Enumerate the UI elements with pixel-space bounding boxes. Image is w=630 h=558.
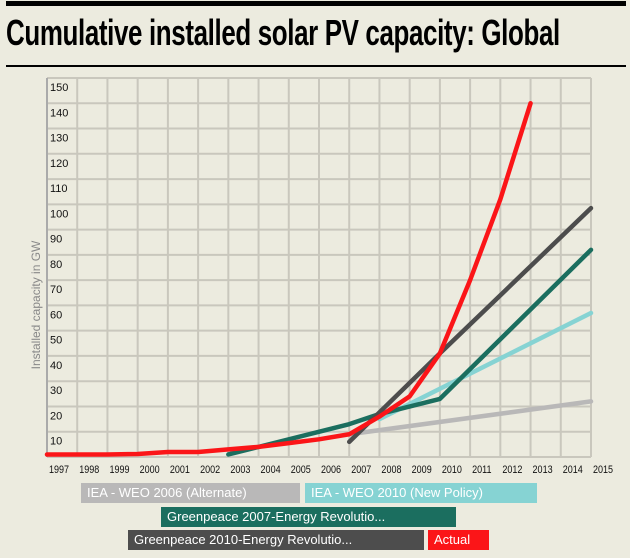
line-chart: 1997 1998 1999 2000 2001 2002 2003 2004 2005 2006… xyxy=(29,77,613,476)
x-tick-label: 2003 xyxy=(230,464,250,476)
y-tick-label: 30 xyxy=(50,385,62,397)
series-line-4 xyxy=(44,101,533,457)
y-tick-label: 10 xyxy=(50,436,62,448)
x-tick-label: 2010 xyxy=(442,464,462,476)
y-tick-label: 40 xyxy=(50,360,62,372)
y-tick-label: 120 xyxy=(50,158,68,170)
x-tick-label: 2014 xyxy=(563,464,583,476)
legend-item[interactable]: IEA - WEO 2006 (Alternate) xyxy=(81,483,300,503)
x-tick-label: 1998 xyxy=(79,464,99,476)
x-tick-label: 1997 xyxy=(49,464,69,476)
x-tick-label: 2007 xyxy=(351,464,371,476)
y-tick-label: 100 xyxy=(50,208,68,220)
x-tick-label: 2009 xyxy=(412,464,432,476)
x-tick-label: 2001 xyxy=(170,464,190,476)
x-tick-label: 2000 xyxy=(140,464,160,476)
series-line-1 xyxy=(377,310,594,422)
legend-item[interactable]: IEA - WEO 2010 (New Policy) xyxy=(305,483,537,503)
y-tick-label: 50 xyxy=(50,335,62,347)
x-tick-label: 2012 xyxy=(502,464,522,476)
x-tick-label: 2011 xyxy=(472,464,492,476)
y-tick-label: 140 xyxy=(50,107,68,119)
chart-title: Cumulative installed solar PV capacity: … xyxy=(6,12,560,53)
y-tick-label: 150 xyxy=(50,82,68,94)
y-tick-label: 80 xyxy=(50,259,62,271)
x-tick-label: 2004 xyxy=(261,464,281,476)
x-tick-label: 2005 xyxy=(291,464,311,476)
y-tick-label: 90 xyxy=(50,234,62,246)
y-tick-label: 110 xyxy=(50,183,68,195)
y-tick-label: 130 xyxy=(50,133,68,145)
x-tick-label: 1999 xyxy=(109,464,129,476)
x-tick-label: 2002 xyxy=(200,464,220,476)
x-tick-label: 2015 xyxy=(593,464,613,476)
y-tick-label: 60 xyxy=(50,309,62,321)
y-tick-label: 20 xyxy=(50,410,62,422)
x-tick-label: 2006 xyxy=(321,464,341,476)
y-tick-label: 70 xyxy=(50,284,62,296)
x-tick-label: 2008 xyxy=(381,464,401,476)
x-tick-label: 2013 xyxy=(533,464,553,476)
y-axis-label: Installed capacity in GW xyxy=(29,240,43,369)
legend-item[interactable]: Greenpeace 2007-Energy Revolutio... xyxy=(161,507,456,527)
top-rule xyxy=(6,1,626,6)
legend-item[interactable]: Actual xyxy=(428,530,489,550)
series-line-0 xyxy=(346,399,594,437)
legend-item[interactable]: Greenpeace 2010-Energy Revolutio... xyxy=(128,530,424,550)
title-underline xyxy=(6,65,626,67)
